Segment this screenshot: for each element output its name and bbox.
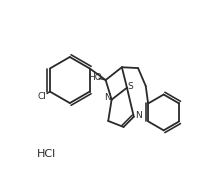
Text: Cl: Cl [38,92,47,101]
Text: S: S [128,82,134,91]
Text: N: N [135,111,141,120]
Text: N: N [105,93,111,103]
Text: HO: HO [88,73,101,83]
Text: HCl: HCl [37,149,56,159]
